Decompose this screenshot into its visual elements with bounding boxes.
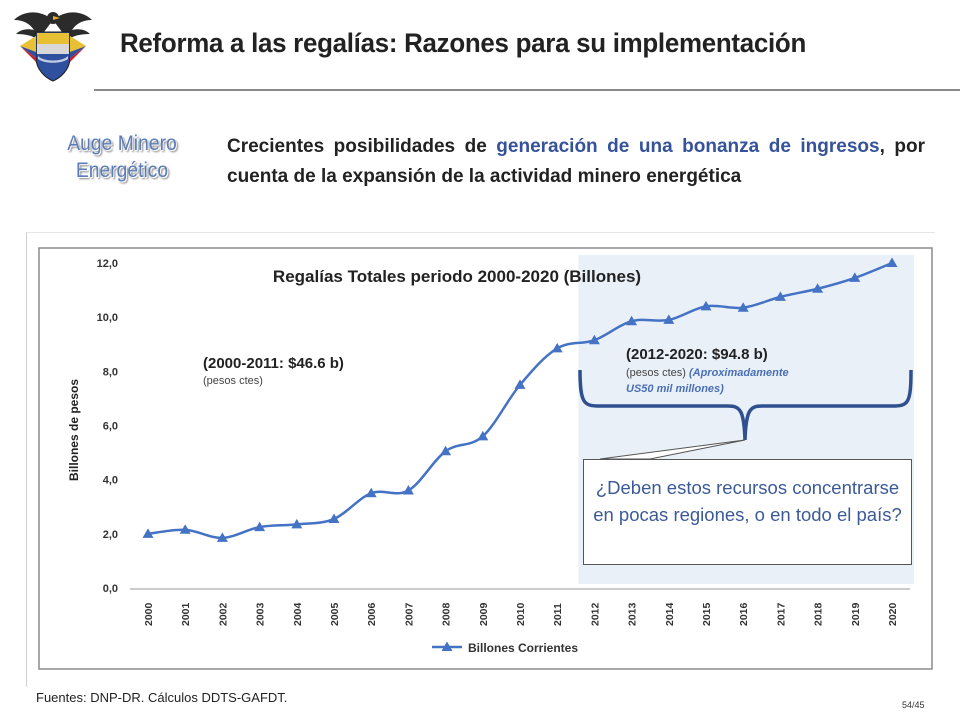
data-point-marker bbox=[254, 521, 266, 532]
x-tick-label: 2002 bbox=[217, 602, 229, 626]
x-tick-label: 2004 bbox=[292, 602, 304, 626]
data-point-marker bbox=[365, 487, 377, 498]
x-tick-label: 2010 bbox=[515, 602, 527, 626]
x-tick-label: 2009 bbox=[478, 602, 490, 626]
x-tick-label: 2014 bbox=[664, 602, 676, 626]
x-tick-label: 2001 bbox=[180, 602, 192, 626]
x-tick-label: 2012 bbox=[589, 602, 601, 626]
x-tick-label: 2005 bbox=[329, 602, 341, 626]
data-point-marker bbox=[402, 485, 414, 495]
data-point-marker bbox=[588, 334, 600, 345]
data-point-marker bbox=[737, 302, 749, 312]
legend-marker bbox=[441, 641, 453, 651]
y-tick-label: 6,0 bbox=[103, 421, 118, 433]
section-label: Auge Minero Energético bbox=[45, 130, 200, 184]
x-tick-label: 2019 bbox=[850, 602, 862, 626]
chart-frame bbox=[26, 232, 935, 687]
y-tick-label: 2,0 bbox=[103, 529, 118, 541]
intro-text-part2: , por cuenta de la expansión de la activ… bbox=[227, 136, 925, 187]
data-point-marker bbox=[440, 445, 452, 456]
annotation-right-small: (pesos ctes) bbox=[626, 367, 686, 379]
data-point-marker bbox=[626, 315, 638, 326]
data-point-marker bbox=[700, 300, 712, 311]
x-tick-label: 2016 bbox=[738, 602, 750, 626]
x-tick-label: 2000 bbox=[143, 602, 155, 626]
annotation-left-bold: (2000-2011: $46.6 b) bbox=[203, 355, 344, 372]
series-markers bbox=[142, 257, 898, 542]
chart-title: Regalías Totales periodo 2000-2020 (Bill… bbox=[273, 267, 641, 286]
x-tick-label: 2017 bbox=[775, 602, 787, 626]
annotation-left-small: (pesos ctes) bbox=[203, 375, 263, 387]
y-axis-ticks: 0,0 2,0 4,0 6,0 8,0 10,0 12,0 bbox=[97, 258, 118, 595]
x-tick-label: 2020 bbox=[887, 602, 899, 626]
data-point-marker bbox=[812, 283, 824, 293]
data-point-marker bbox=[477, 430, 489, 441]
page-number: 54/45 bbox=[902, 700, 925, 710]
x-axis-ticks: 2000 2001 2002 2003 2004 2005 2006 2007 2008 2009… bbox=[143, 602, 899, 626]
y-tick-label: 0,0 bbox=[103, 583, 118, 595]
data-point-marker bbox=[142, 528, 154, 538]
intro-text: Crecientes posibilidades de generación d… bbox=[227, 132, 925, 192]
y-tick-label: 8,0 bbox=[103, 366, 118, 378]
x-tick-label: 2006 bbox=[366, 602, 378, 626]
annotation-right-italic-1: (Aproximadamente bbox=[689, 367, 789, 379]
data-point-marker bbox=[514, 379, 526, 389]
data-point-marker bbox=[849, 272, 861, 282]
data-point-marker bbox=[328, 513, 340, 523]
annotation-right-bold: (2012-2020: $94.8 b) bbox=[626, 346, 768, 363]
coat-of-arms-icon bbox=[14, 12, 92, 82]
x-tick-label: 2013 bbox=[627, 602, 639, 626]
y-tick-label: 12,0 bbox=[97, 258, 118, 270]
x-tick-label: 2018 bbox=[813, 602, 825, 626]
data-point-marker bbox=[291, 518, 303, 529]
section-label-line2: Energético bbox=[75, 159, 169, 182]
legend-label: Billones Corrientes bbox=[468, 641, 578, 655]
data-point-marker bbox=[774, 291, 786, 301]
x-tick-label: 2007 bbox=[403, 602, 415, 626]
data-point-marker bbox=[551, 342, 563, 353]
page-title: Reforma a las regalías: Razones para su … bbox=[120, 28, 806, 58]
x-tick-label: 2015 bbox=[701, 602, 713, 626]
intro-text-highlight: generación de una bonanza de ingresos bbox=[496, 136, 880, 157]
slide-header: Reforma a las regalías: Razones para su … bbox=[0, 0, 960, 92]
question-callout: ¿Deben estos recursos concentrarse en po… bbox=[583, 459, 912, 565]
annotation-right-line2: (pesos ctes) (Aproximadamente bbox=[626, 367, 789, 379]
intro-text-part1: Crecientes posibilidades de bbox=[227, 136, 497, 157]
y-tick-label: 10,0 bbox=[97, 312, 118, 324]
source-note: Fuentes: DNP-DR. Cálculos DDTS-GAFDT. bbox=[36, 690, 288, 705]
data-point-marker bbox=[179, 524, 191, 534]
y-tick-label: 4,0 bbox=[103, 475, 118, 487]
chart-legend: Billones Corrientes bbox=[432, 641, 578, 655]
data-point-marker bbox=[886, 257, 898, 267]
x-tick-label: 2003 bbox=[255, 602, 267, 626]
header-divider bbox=[94, 89, 960, 91]
data-point-marker bbox=[663, 314, 675, 324]
annotation-right-italic-2: US50 mil millones) bbox=[626, 383, 724, 395]
x-tick-label: 2008 bbox=[441, 602, 453, 626]
x-tick-label: 2011 bbox=[552, 603, 564, 626]
section-label-line1: Auge Minero bbox=[67, 132, 177, 155]
chart-plot-frame bbox=[38, 247, 933, 670]
data-point-marker bbox=[216, 532, 228, 542]
y-axis-label: Billones de pesos bbox=[67, 379, 81, 481]
